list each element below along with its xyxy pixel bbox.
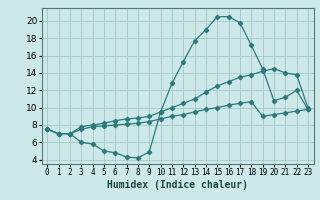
X-axis label: Humidex (Indice chaleur): Humidex (Indice chaleur) <box>107 180 248 190</box>
